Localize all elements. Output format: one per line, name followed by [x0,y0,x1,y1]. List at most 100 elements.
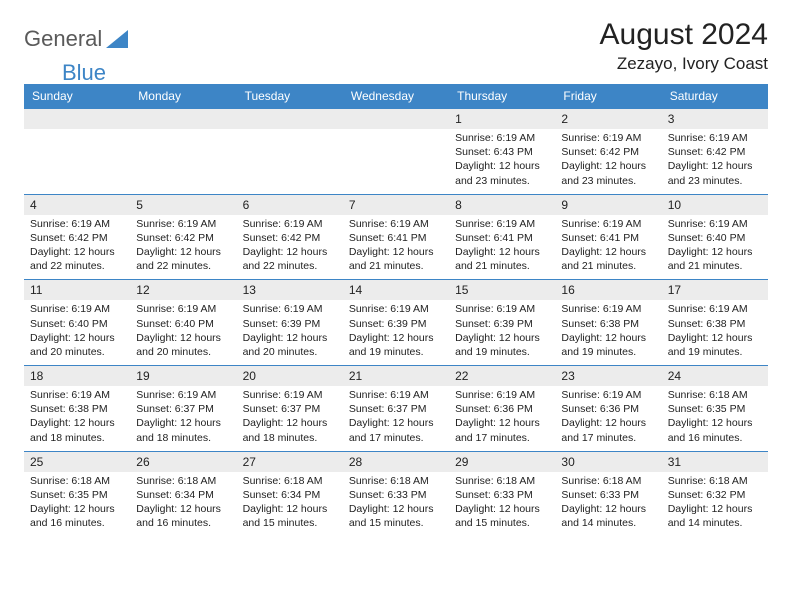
sunset-line: Sunset: 6:41 PM [349,231,443,245]
sunset-line: Sunset: 6:42 PM [136,231,230,245]
day-number: 12 [130,280,236,300]
week-row: 4Sunrise: 6:19 AMSunset: 6:42 PMDaylight… [24,194,768,280]
day-cell: 10Sunrise: 6:19 AMSunset: 6:40 PMDayligh… [662,194,768,280]
day-number: 27 [237,452,343,472]
day-cell: 18Sunrise: 6:19 AMSunset: 6:38 PMDayligh… [24,366,130,452]
sunrise-line: Sunrise: 6:19 AM [243,302,337,316]
day-number: 13 [237,280,343,300]
day-number: 30 [555,452,661,472]
day-number: 4 [24,195,130,215]
logo: General [24,26,128,52]
sunrise-line: Sunrise: 6:19 AM [349,388,443,402]
day-body: Sunrise: 6:19 AMSunset: 6:42 PMDaylight:… [130,215,236,280]
day-number: 10 [662,195,768,215]
day-number [130,109,236,129]
sunset-line: Sunset: 6:32 PM [668,488,762,502]
day-body: Sunrise: 6:19 AMSunset: 6:37 PMDaylight:… [343,386,449,451]
day-number: 20 [237,366,343,386]
day-cell: 13Sunrise: 6:19 AMSunset: 6:39 PMDayligh… [237,280,343,366]
sunset-line: Sunset: 6:35 PM [30,488,124,502]
week-row: 25Sunrise: 6:18 AMSunset: 6:35 PMDayligh… [24,451,768,536]
day-body: Sunrise: 6:19 AMSunset: 6:38 PMDaylight:… [555,300,661,365]
daylight-line: Daylight: 12 hours and 19 minutes. [561,331,655,359]
day-body: Sunrise: 6:19 AMSunset: 6:41 PMDaylight:… [449,215,555,280]
day-number: 1 [449,109,555,129]
day-number: 8 [449,195,555,215]
daylight-line: Daylight: 12 hours and 20 minutes. [136,331,230,359]
sunset-line: Sunset: 6:34 PM [243,488,337,502]
day-cell: 28Sunrise: 6:18 AMSunset: 6:33 PMDayligh… [343,451,449,536]
daylight-line: Daylight: 12 hours and 16 minutes. [668,416,762,444]
sunset-line: Sunset: 6:39 PM [455,317,549,331]
day-body: Sunrise: 6:19 AMSunset: 6:37 PMDaylight:… [130,386,236,451]
day-body: Sunrise: 6:19 AMSunset: 6:39 PMDaylight:… [237,300,343,365]
daylight-line: Daylight: 12 hours and 22 minutes. [136,245,230,273]
sunrise-line: Sunrise: 6:19 AM [455,217,549,231]
daylight-line: Daylight: 12 hours and 17 minutes. [561,416,655,444]
daylight-line: Daylight: 12 hours and 18 minutes. [243,416,337,444]
day-number: 19 [130,366,236,386]
sunrise-line: Sunrise: 6:18 AM [455,474,549,488]
day-cell: 11Sunrise: 6:19 AMSunset: 6:40 PMDayligh… [24,280,130,366]
day-cell [343,109,449,195]
day-number [237,109,343,129]
week-row: 18Sunrise: 6:19 AMSunset: 6:38 PMDayligh… [24,366,768,452]
week-row: 11Sunrise: 6:19 AMSunset: 6:40 PMDayligh… [24,280,768,366]
sunset-line: Sunset: 6:39 PM [243,317,337,331]
sunrise-line: Sunrise: 6:19 AM [243,217,337,231]
sunrise-line: Sunrise: 6:18 AM [668,388,762,402]
day-cell: 27Sunrise: 6:18 AMSunset: 6:34 PMDayligh… [237,451,343,536]
weekday-thursday: Thursday [449,84,555,109]
day-body: Sunrise: 6:18 AMSunset: 6:35 PMDaylight:… [24,472,130,537]
day-number: 26 [130,452,236,472]
sunrise-line: Sunrise: 6:18 AM [136,474,230,488]
day-body: Sunrise: 6:19 AMSunset: 6:36 PMDaylight:… [555,386,661,451]
day-cell: 1Sunrise: 6:19 AMSunset: 6:43 PMDaylight… [449,109,555,195]
sunrise-line: Sunrise: 6:19 AM [455,388,549,402]
title-block: August 2024 Zezayo, Ivory Coast [600,18,768,74]
sunset-line: Sunset: 6:36 PM [455,402,549,416]
day-body [237,129,343,189]
sunrise-line: Sunrise: 6:19 AM [243,388,337,402]
day-body: Sunrise: 6:18 AMSunset: 6:33 PMDaylight:… [449,472,555,537]
day-body: Sunrise: 6:19 AMSunset: 6:36 PMDaylight:… [449,386,555,451]
sunrise-line: Sunrise: 6:19 AM [668,131,762,145]
day-body: Sunrise: 6:19 AMSunset: 6:42 PMDaylight:… [555,129,661,194]
day-cell: 19Sunrise: 6:19 AMSunset: 6:37 PMDayligh… [130,366,236,452]
day-body [130,129,236,189]
day-number: 14 [343,280,449,300]
sunset-line: Sunset: 6:38 PM [30,402,124,416]
daylight-line: Daylight: 12 hours and 15 minutes. [243,502,337,530]
day-body [343,129,449,189]
day-number: 23 [555,366,661,386]
weekday-tuesday: Tuesday [237,84,343,109]
logo-text-general: General [24,26,102,52]
day-number: 24 [662,366,768,386]
sunrise-line: Sunrise: 6:19 AM [349,302,443,316]
sunset-line: Sunset: 6:41 PM [561,231,655,245]
logo-triangle-icon [106,30,128,48]
day-body: Sunrise: 6:18 AMSunset: 6:34 PMDaylight:… [130,472,236,537]
daylight-line: Daylight: 12 hours and 20 minutes. [243,331,337,359]
day-cell: 4Sunrise: 6:19 AMSunset: 6:42 PMDaylight… [24,194,130,280]
calendar-body: 1Sunrise: 6:19 AMSunset: 6:43 PMDaylight… [24,109,768,537]
month-title: August 2024 [600,18,768,52]
sunset-line: Sunset: 6:40 PM [668,231,762,245]
sunrise-line: Sunrise: 6:19 AM [561,388,655,402]
weekday-friday: Friday [555,84,661,109]
day-body: Sunrise: 6:19 AMSunset: 6:39 PMDaylight:… [343,300,449,365]
calendar-table: SundayMondayTuesdayWednesdayThursdayFrid… [24,84,768,536]
day-cell: 25Sunrise: 6:18 AMSunset: 6:35 PMDayligh… [24,451,130,536]
daylight-line: Daylight: 12 hours and 21 minutes. [668,245,762,273]
day-cell: 22Sunrise: 6:19 AMSunset: 6:36 PMDayligh… [449,366,555,452]
day-cell: 26Sunrise: 6:18 AMSunset: 6:34 PMDayligh… [130,451,236,536]
sunrise-line: Sunrise: 6:19 AM [668,302,762,316]
day-body: Sunrise: 6:18 AMSunset: 6:34 PMDaylight:… [237,472,343,537]
day-number: 7 [343,195,449,215]
day-body: Sunrise: 6:19 AMSunset: 6:40 PMDaylight:… [130,300,236,365]
sunrise-line: Sunrise: 6:19 AM [561,217,655,231]
sunset-line: Sunset: 6:33 PM [455,488,549,502]
sunset-line: Sunset: 6:36 PM [561,402,655,416]
daylight-line: Daylight: 12 hours and 23 minutes. [455,159,549,187]
day-cell: 6Sunrise: 6:19 AMSunset: 6:42 PMDaylight… [237,194,343,280]
